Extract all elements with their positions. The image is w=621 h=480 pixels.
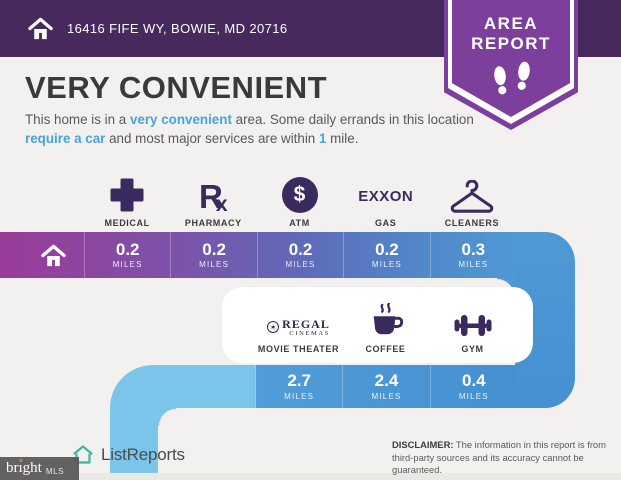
service-coffee: COFFEE xyxy=(342,287,429,363)
bottom-edge-strip xyxy=(0,473,621,480)
hanger-icon xyxy=(449,167,495,213)
dollar-circle-icon: $ xyxy=(281,167,318,213)
band-home-icon xyxy=(0,232,84,278)
page-title: VERY CONVENIENT xyxy=(25,70,328,105)
distance-movie-theater: 2.7 MILES xyxy=(255,365,342,408)
listreports-wordmark: ListReports xyxy=(101,444,185,464)
band-inner-corner-bottom xyxy=(158,408,176,426)
service-gym: GYM xyxy=(429,287,516,363)
summary-text: This home is in a very convenient area. … xyxy=(25,112,474,147)
distance-atm: 0.2 MILES xyxy=(256,232,343,278)
area-report-badge: AREA REPORT xyxy=(444,0,578,130)
exxon-logo: EXXON xyxy=(358,188,414,205)
service-atm: $ ATM xyxy=(256,162,342,228)
service-movie-theater: ✶ REGAL CINEMAS MOVIE THEATER xyxy=(255,287,342,363)
coffee-cup-icon xyxy=(367,301,405,339)
home-icon xyxy=(28,17,53,40)
dumbbell-icon xyxy=(451,301,495,339)
bright-mls-watermark: brıght MLS xyxy=(0,457,79,480)
distance-band-row-1: 0.2 MILES 0.2 MILES 0.2 MILES 0.2 MILES 0.3 M… xyxy=(0,232,518,278)
distance-cleaners: 0.3 MILES xyxy=(429,232,518,278)
service-gas: EXXON GAS xyxy=(343,162,429,228)
service-cleaners: CLEANERS xyxy=(429,162,515,228)
distance-pharmacy: 0.2 MILES xyxy=(170,232,256,278)
distance-gym: 0.4 MILES xyxy=(429,365,517,408)
badge-title: AREA REPORT xyxy=(471,14,551,54)
band-filler xyxy=(110,365,255,408)
property-address: 16416 FIFE WY, BOWIE, MD 20716 xyxy=(67,21,288,36)
listreports-logo: ListReports xyxy=(72,444,185,465)
distance-band-row-2: 2.7 MILES 2.4 MILES 0.4 MILES xyxy=(110,365,517,408)
services-row-2-card: ✶ REGAL CINEMAS MOVIE THEATER COFFEE xyxy=(222,287,533,363)
medical-cross-icon xyxy=(109,167,145,213)
distance-coffee: 2.4 MILES xyxy=(342,365,429,408)
regal-cinemas-logo: ✶ REGAL CINEMAS xyxy=(267,301,330,339)
distance-gas: 0.2 MILES xyxy=(343,232,429,278)
service-medical: MEDICAL xyxy=(84,162,170,228)
mls-label: MLS xyxy=(45,466,65,476)
bright-wordmark: brıght xyxy=(6,460,42,476)
regal-crown-icon: ✶ xyxy=(267,321,280,334)
disclaimer-text: DISCLAIMER: The information in this repo… xyxy=(392,439,606,476)
distance-medical: 0.2 MILES xyxy=(84,232,170,278)
footprints-icon xyxy=(444,61,578,106)
